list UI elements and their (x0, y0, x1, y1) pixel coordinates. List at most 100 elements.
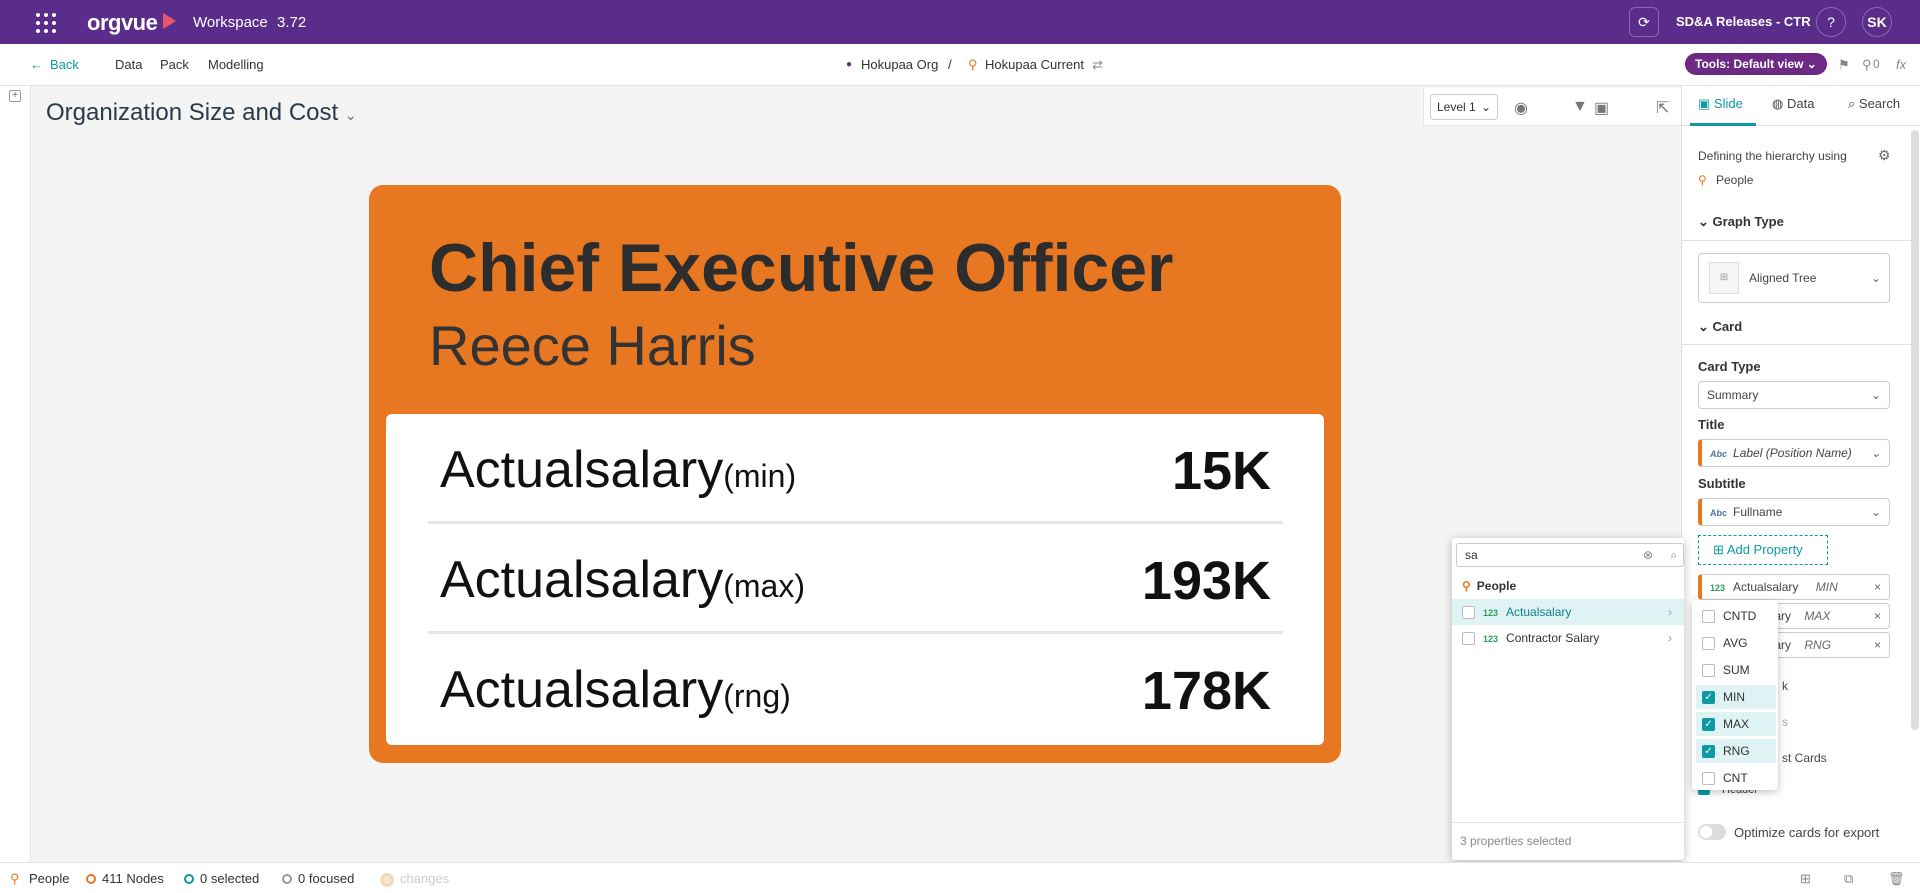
workspace-label[interactable]: Workspace (193, 14, 268, 31)
status-changes: 0 changes (380, 871, 449, 887)
nav-pack[interactable]: Pack (160, 57, 189, 72)
add-slide-icon[interactable]: ⊞ (1800, 871, 1811, 886)
status-focused[interactable]: 0 focused (282, 871, 354, 886)
level-select[interactable]: Level 1 ⌄ (1430, 94, 1498, 120)
agg-option[interactable]: CNT (1696, 766, 1776, 790)
nav-data[interactable]: Data (115, 57, 143, 72)
remove-icon[interactable]: × (1873, 609, 1881, 623)
agg-label: CNTD (1723, 609, 1757, 623)
checkbox-checked[interactable]: ✓ (1702, 745, 1715, 759)
card-section[interactable]: ⌄ Card (1698, 319, 1742, 335)
checkbox[interactable] (1462, 632, 1475, 646)
agg-label: MIN (1723, 690, 1745, 704)
checkbox[interactable] (1702, 637, 1715, 651)
row-agg: (max) (723, 568, 805, 604)
number-type-icon: 123 (1710, 583, 1726, 593)
release-name[interactable]: SD&A Releases - CTR (1676, 14, 1811, 29)
row-label: Actualsalary(min) (440, 440, 796, 500)
user-avatar[interactable]: SK (1862, 7, 1892, 37)
card-type-value: Summary (1707, 388, 1759, 402)
number-type-icon: 123 (1483, 634, 1499, 644)
user-count: 0 (1873, 57, 1880, 71)
aggregation-menu: CNTD AVG SUM ✓ MIN ✓ MAX ✓ RNG CNT (1692, 600, 1778, 790)
swap-icon[interactable]: ⇄ (1092, 57, 1103, 72)
agg-option[interactable]: ✓ RNG (1696, 739, 1776, 763)
chevron-down-icon[interactable]: ⌄ (344, 107, 357, 123)
agg-option[interactable]: ✓ MAX (1696, 712, 1776, 736)
org-card[interactable]: Chief Executive Officer Reece Harris Act… (369, 185, 1341, 763)
tab-data[interactable]: ◍ Data (1772, 96, 1815, 111)
card-type-select[interactable]: Summary ⌄ (1698, 381, 1890, 409)
row-value: 178K (1141, 661, 1271, 721)
fx-icon[interactable]: fx (1896, 57, 1907, 72)
delete-icon[interactable]: 🗑 (1888, 871, 1905, 886)
hierarchy-entity[interactable]: People (1716, 173, 1754, 187)
current-name[interactable]: Hokupaa Current (985, 57, 1084, 72)
tab-search[interactable]: ⌕ Search (1848, 96, 1901, 111)
entity-label: People (1476, 579, 1517, 593)
duplicate-icon[interactable]: ⧉ (1844, 871, 1854, 886)
right-panel: ▣ Slide ◍ Data ⌕ Search Defining the hie… (1681, 86, 1920, 862)
text-type-icon: Abc (1710, 508, 1728, 518)
clear-icon[interactable]: ⊗ (1642, 548, 1653, 562)
chevron-right-icon: › (1668, 605, 1672, 619)
nav-modelling[interactable]: Modelling (208, 57, 264, 72)
level-value: Level 1 (1437, 100, 1476, 114)
divider (1682, 240, 1920, 241)
header-checkbox[interactable] (1698, 785, 1710, 795)
checkbox-checked[interactable]: ✓ (1702, 691, 1715, 705)
add-property-button[interactable]: ⊞ Add Property (1698, 535, 1828, 565)
checkbox[interactable] (1702, 610, 1715, 624)
property-search-input[interactable]: sa ⊗ ⌕ (1456, 543, 1684, 567)
card-subtitle: Reece Harris (429, 314, 756, 377)
back-link[interactable]: Back (50, 57, 79, 72)
status-nodes[interactable]: 411 Nodes (86, 871, 164, 886)
row-label-text: Actualsalary (440, 441, 724, 499)
chevron-down-icon: ⌄ (1870, 505, 1881, 519)
agg-option[interactable]: AVG (1696, 631, 1776, 655)
checkbox-checked[interactable]: ✓ (1702, 718, 1715, 732)
layers-icon[interactable]: ▣ (1594, 100, 1610, 117)
remove-icon[interactable]: × (1873, 638, 1881, 652)
entity-heading: ⚲ People (1452, 573, 1684, 599)
subtitle-select[interactable]: Abc Fullname ⌄ (1698, 498, 1890, 526)
graph-type-select[interactable]: ⊞ Aligned Tree ⌄ (1698, 253, 1890, 303)
export-icon[interactable]: ⇱ (1656, 100, 1670, 117)
app-grid-icon[interactable] (36, 13, 56, 33)
agg-label: SUM (1723, 663, 1750, 677)
agg-label: AVG (1723, 636, 1748, 650)
search-value: sa (1465, 548, 1478, 562)
title-select[interactable]: Abc Label (Position Name) ⌄ (1698, 439, 1890, 467)
subtitle-label: Subtitle (1698, 476, 1746, 491)
org-name[interactable]: Hokupaa Org (861, 57, 939, 72)
list-item[interactable]: 123 Actualsalary › (1452, 599, 1684, 625)
search-icon[interactable]: ⌕ (1670, 548, 1677, 562)
checkbox[interactable] (1702, 664, 1715, 678)
remove-icon[interactable]: × (1873, 580, 1881, 594)
palette-icon[interactable]: ◉ (1514, 100, 1528, 117)
status-selected[interactable]: 0 selected (184, 871, 259, 886)
checkbox[interactable] (1702, 772, 1715, 786)
page-title[interactable]: Organization Size and Cost ⌄ (46, 99, 357, 127)
back-arrow-icon[interactable]: ← (30, 57, 43, 72)
optimize-toggle[interactable] (1698, 824, 1726, 840)
checkbox[interactable] (1462, 606, 1475, 620)
help-button[interactable]: ? (1816, 7, 1846, 37)
agg-option[interactable]: SUM (1696, 658, 1776, 682)
refresh-icon[interactable]: ⟳ (1629, 7, 1659, 37)
user-count-icon[interactable]: ⚲ (1862, 57, 1872, 72)
chevron-down-icon: ⌄ (1698, 214, 1709, 229)
graph-type-section[interactable]: ⌄ Graph Type (1698, 214, 1784, 230)
panel-scrollbar[interactable] (1911, 130, 1919, 730)
list-item[interactable]: 123 Contractor Salary › (1452, 625, 1684, 651)
agg-option[interactable]: ✓ MIN (1696, 685, 1776, 709)
tools-view-dropdown[interactable]: Tools: Default view ⌄ (1685, 53, 1827, 75)
filter-icon[interactable]: ▼ (1572, 98, 1588, 115)
gear-icon[interactable]: ⚙ (1878, 147, 1891, 163)
status-entity[interactable]: People (29, 871, 70, 886)
property-row[interactable]: 123 Actualsalary MIN × (1698, 574, 1890, 600)
tab-slide[interactable]: ▣ Slide (1698, 96, 1743, 111)
agg-option[interactable]: CNTD (1696, 604, 1776, 628)
pin-icon[interactable]: ⚑ (1838, 57, 1850, 72)
add-icon[interactable]: + (9, 90, 21, 102)
